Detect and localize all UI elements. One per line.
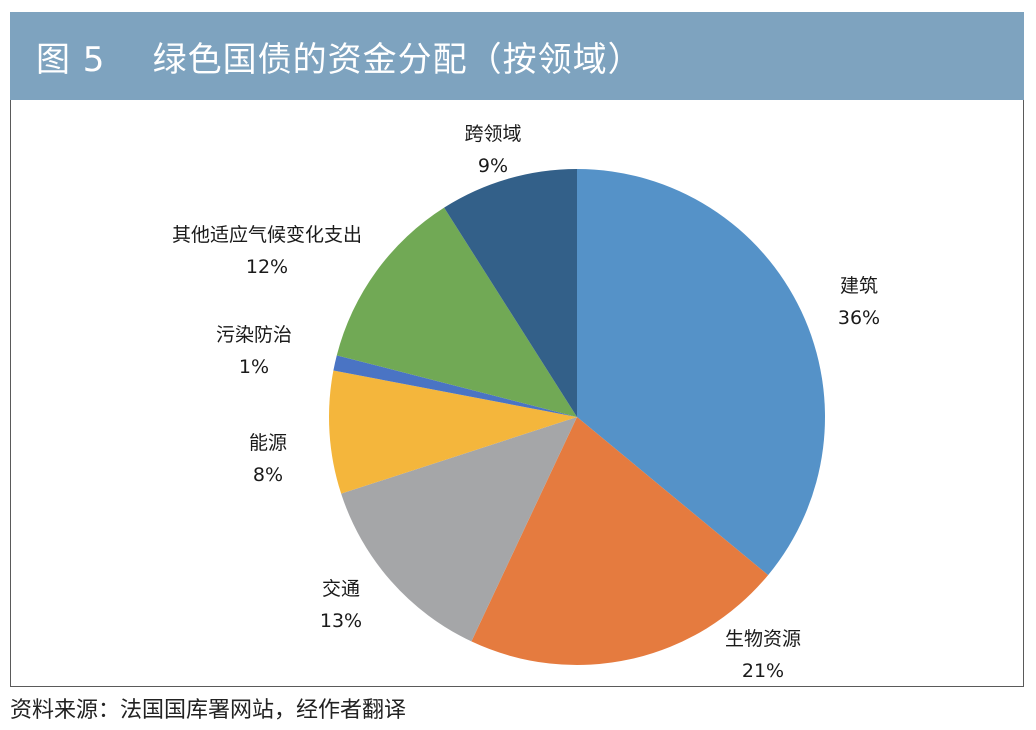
source-note: 资料来源：法国国库署网站，经作者翻译 <box>10 698 407 723</box>
slice-name-label: 生物资源 <box>725 628 801 650</box>
pie-chart: 建筑 36% 生物资源 21% 交通 13% 能源 8% 污染防治 1% 其他适应气候变化支出 12%… <box>172 123 880 682</box>
slice-value-label: 36% <box>838 307 880 329</box>
pie-slice-1 <box>471 417 769 666</box>
chart-frame: 建筑 36% 生物资源 21% 交通 13% 能源 8% 污染防治 1% 其他适应气候变化支出 12%… <box>10 100 1024 687</box>
chart-header-bar: 图 5 绿色国债的资金分配（按领域） <box>10 12 1024 100</box>
pie-slice-6 <box>444 169 577 417</box>
slice-name-label: 其他适应气候变化支出 <box>172 224 362 246</box>
slice-value-label: 9% <box>478 155 508 177</box>
slice-value-label: 12% <box>246 256 288 278</box>
slice-name-label: 能源 <box>249 432 287 454</box>
slice-value-label: 21% <box>742 660 784 682</box>
slice-name-label: 污染防治 <box>216 324 292 346</box>
pie-slice-3 <box>328 370 577 494</box>
slice-name-label: 建筑 <box>840 275 878 297</box>
pie-slice-4 <box>333 355 577 417</box>
pie-slice-2 <box>341 417 577 642</box>
pie-slice-5 <box>336 207 577 417</box>
slice-value-label: 1% <box>239 356 269 378</box>
slice-name-label: 交通 <box>322 578 360 600</box>
pie-slices <box>328 169 826 666</box>
slice-value-label: 8% <box>253 464 283 486</box>
pie-slice-0 <box>577 169 826 576</box>
pie-labels: 建筑 36% 生物资源 21% 交通 13% 能源 8% 污染防治 1% 其他适应气候变化支出 12%… <box>172 123 880 682</box>
chart-title: 图 5 绿色国债的资金分配（按领域） <box>36 39 643 80</box>
slice-name-label: 跨领域 <box>464 123 521 145</box>
slice-value-label: 13% <box>320 610 362 632</box>
